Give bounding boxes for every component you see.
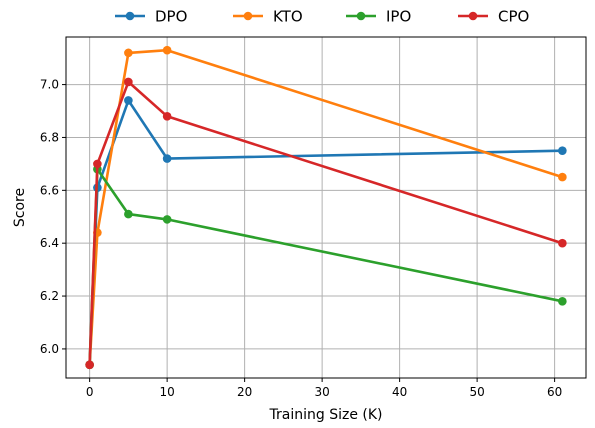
dpo-point <box>124 96 133 105</box>
x-tick-label: 10 <box>159 385 174 399</box>
legend-label-cpo: CPO <box>498 8 529 26</box>
y-tick-label: 6.6 <box>40 183 59 197</box>
y-tick-label: 6.2 <box>40 289 59 303</box>
cpo-point <box>558 238 567 248</box>
cpo-point <box>162 112 172 121</box>
y-tick-label: 6.8 <box>40 130 59 144</box>
plot-frame <box>65 36 587 379</box>
kto-point <box>162 45 172 55</box>
legend-marker-ipo <box>356 11 366 21</box>
axis-ticks: 0 10 20 30 40 50 60 6.0 6.2 6.4 6.6 6.8 7.0 <box>40 78 562 399</box>
legend-label-ipo: IPO <box>386 8 411 26</box>
ipo-point <box>558 297 567 306</box>
legend-label-dpo: DPO <box>155 8 187 26</box>
legend-item-kto: KTO <box>233 8 303 26</box>
cpo-point <box>93 159 102 169</box>
kto-point <box>124 48 133 58</box>
x-tick-label: 50 <box>469 385 484 399</box>
gridlines <box>66 37 586 378</box>
legend-marker-cpo <box>468 11 478 21</box>
kto-point <box>558 172 567 182</box>
legend-marker-dpo <box>125 11 135 21</box>
legend-marker-kto <box>243 11 253 21</box>
ipo-point <box>162 215 172 224</box>
x-tick-label: 40 <box>392 385 407 399</box>
y-axis-label: Score <box>12 188 28 227</box>
ipo-point <box>124 209 133 219</box>
series-group <box>85 45 567 370</box>
dpo-point <box>162 154 172 163</box>
y-tick-label: 6.0 <box>40 342 59 356</box>
legend-label-kto: KTO <box>273 8 303 26</box>
x-axis-label: Training Size (K) <box>269 407 383 423</box>
x-tick-label: 60 <box>547 385 562 399</box>
series-cpo <box>85 77 567 370</box>
x-tick-label: 0 <box>86 385 94 399</box>
x-tick-label: 30 <box>314 385 329 399</box>
legend: DPO KTO IPO CPO <box>115 8 529 26</box>
cpo-point <box>124 77 133 87</box>
dpo-point <box>558 146 567 155</box>
cpo-point <box>85 360 94 370</box>
series-kto <box>85 45 567 370</box>
y-tick-label: 6.4 <box>40 236 59 250</box>
legend-item-ipo: IPO <box>346 8 411 26</box>
y-tick-label: 7.0 <box>40 78 59 92</box>
legend-item-cpo: CPO <box>458 8 529 26</box>
x-tick-label: 20 <box>237 385 252 399</box>
legend-item-dpo: DPO <box>115 8 187 26</box>
